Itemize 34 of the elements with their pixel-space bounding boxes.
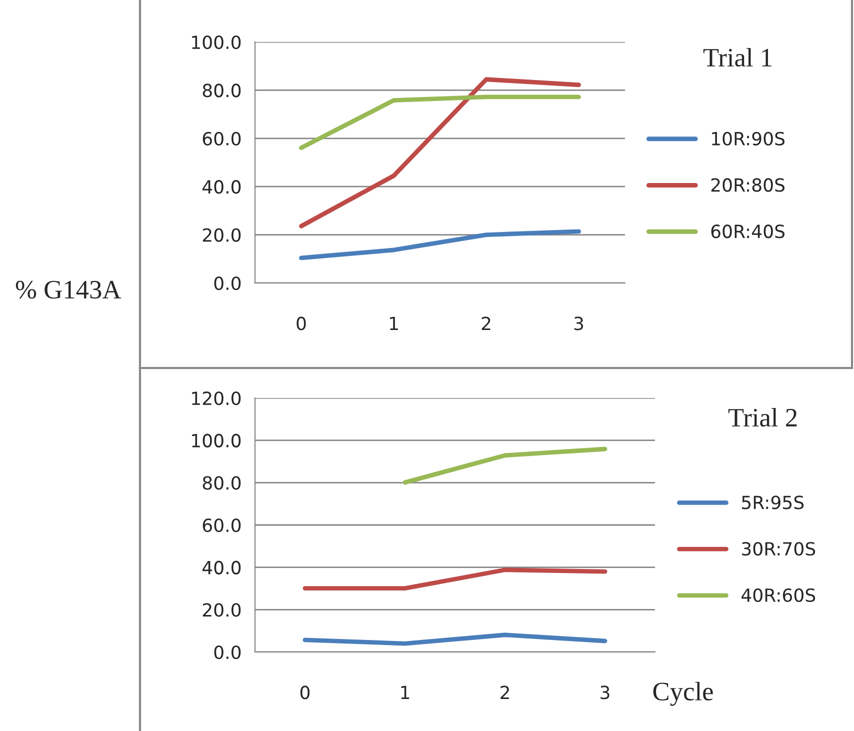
y-axis-title: % G143A [16, 280, 122, 299]
y-tick-label: 20.0 [202, 603, 241, 617]
y-tick-label: 80.0 [202, 84, 241, 98]
x-tick-label: 1 [401, 686, 410, 700]
legend-label: 5R:95S [742, 496, 804, 510]
y-tick-label: 40.0 [202, 180, 241, 194]
y-tick-label: 100.0 [192, 35, 241, 50]
line-series [299, 229, 581, 260]
y-tick-label: 60.0 [202, 132, 241, 146]
x-tick-label: 3 [574, 316, 584, 330]
x-axis-title: Cycle [653, 682, 713, 706]
y-tick-label: 120.0 [192, 391, 241, 406]
legend-label: 20R:80S [711, 178, 785, 192]
y-tick-label: 0.0 [214, 645, 241, 660]
legend-label: 60R:40S [711, 224, 785, 238]
y-tick-label: 40.0 [202, 560, 241, 574]
x-tick-label: 0 [296, 316, 306, 330]
line-series [299, 77, 581, 228]
legend-label: 30R:70S [742, 542, 816, 556]
y-tick-label: 0.0 [214, 276, 241, 290]
y-tick-label: 20.0 [202, 228, 241, 242]
y-tick-label: 60.0 [202, 518, 241, 532]
x-tick-label: 3 [600, 686, 610, 700]
legend-label: 10R:90S [712, 132, 785, 146]
x-tick-label: 2 [500, 686, 509, 700]
y-tick-label: 100.0 [192, 434, 241, 448]
x-tick-label: 2 [482, 316, 490, 330]
text: Trial 1 [703, 48, 772, 67]
y-tick-label: 80.0 [202, 476, 241, 490]
text: Trial 2 [728, 408, 797, 427]
line-series [302, 632, 608, 646]
legend-label: 40R:60S [742, 588, 816, 602]
x-tick-label: 0 [300, 686, 310, 700]
x-tick-label: 1 [390, 316, 398, 330]
